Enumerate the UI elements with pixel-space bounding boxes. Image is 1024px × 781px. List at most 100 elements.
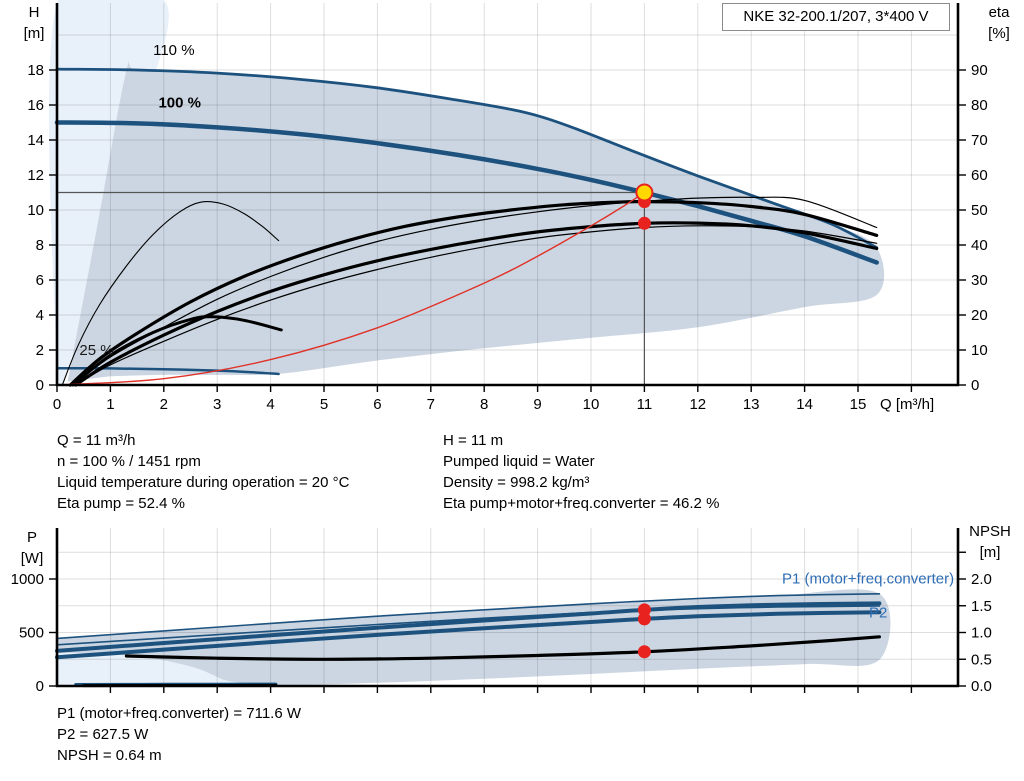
info-npsh: NPSH = 0.64 m: [57, 747, 162, 764]
npsh-axis-unit: NPSH [m]: [960, 521, 1020, 563]
eta-25-thick-arc: [71, 315, 283, 387]
x-tick-label: 1: [106, 396, 114, 413]
x-tick-label: 7: [427, 396, 435, 413]
right-tick-label: 80: [971, 97, 988, 114]
info-liquid-temp: Liquid temperature during operation = 20…: [57, 474, 350, 491]
eta-total-point[interactable]: [637, 216, 651, 230]
x-tick-label: 4: [266, 396, 274, 413]
head-flow-chart: 0 1 2 3 4 5 6 7 8 9 10 11 12 13 14 15024681012141618010…: [27, 0, 988, 413]
label-25-percent: 25 %: [79, 342, 113, 359]
power-left-wedge-fill: [57, 652, 249, 687]
right-tick-label: 20: [971, 307, 988, 324]
power-info-block: P1 (motor+freq.converter) = 711.6 W P2 =…: [57, 703, 301, 766]
head-axis-units: [m]: [23, 25, 45, 42]
info-flow: Q = 11 m³/h: [57, 432, 136, 449]
info-eta-pump: Eta pump = 52.4 %: [57, 495, 185, 512]
curve-25-percent: [55, 366, 280, 376]
p1-100-curve: [55, 601, 882, 653]
left-tick-label: 10: [27, 202, 44, 219]
system-curve: [56, 191, 646, 386]
right-tick-label: 60: [971, 167, 988, 184]
label-p1: P1 (motor+freq.converter): [782, 570, 954, 587]
right-tick-label: 30: [971, 272, 988, 289]
right-tick-label: 0.5: [971, 651, 992, 668]
right-tick-label: 2.0: [971, 571, 992, 588]
operating-envelope-fill: [67, 58, 885, 382]
right-tick-label: 40: [971, 237, 988, 254]
duty-info-left: Q = 11 m³/h n = 100 % / 1451 rpm Liquid …: [57, 430, 349, 514]
eta-25-thin-arc: [61, 201, 280, 386]
right-tick-label: 1.0: [971, 625, 992, 642]
npsh-axis-symbol: NPSH: [969, 523, 1011, 540]
x-tick-label: 12: [689, 396, 706, 413]
x-tick-label: 11: [637, 396, 653, 413]
left-tick-label: 6: [36, 272, 44, 289]
power-envelope-fill: [57, 589, 891, 687]
head-axis-unit: H [m]: [14, 2, 54, 44]
pump-title-box: NKE 32-200.1/207, 3*400 V: [722, 3, 950, 31]
right-tick-label: 70: [971, 132, 988, 149]
power-npsh-chart: 0 500 1000 0.0 0.5 1.0 1.5 2.0 P1 (motor+freq.co…: [11, 528, 992, 695]
right-tick-label: 10: [971, 342, 988, 359]
p1-110-curve: [56, 593, 881, 640]
curve-100-percent: [54, 120, 879, 265]
x-tick-label: 9: [533, 396, 541, 413]
duty-info-right: H = 11 m Pumped liquid = Water Density =…: [443, 430, 719, 514]
npsh-point[interactable]: [637, 645, 651, 659]
left-tick-label: 16: [27, 97, 44, 114]
right-tick-label: 90: [971, 62, 988, 79]
p2-110-curve: [56, 605, 881, 646]
left-tick-label: 4: [36, 307, 44, 324]
info-density: Density = 998.2 kg/m³: [443, 474, 590, 491]
npsh-axis-units: [m]: [979, 544, 1001, 561]
right-tick-label: 0: [971, 377, 979, 394]
info-speed: n = 100 % / 1451 rpm: [57, 453, 201, 470]
x-tick-label: 15: [850, 396, 867, 413]
p1-point[interactable]: [637, 603, 651, 617]
p2-point[interactable]: [637, 612, 651, 626]
eta-pump-110-curve: [72, 196, 878, 386]
eta-axis-unit: eta [%]: [976, 2, 1022, 44]
eta-axis-symbol: eta: [988, 4, 1010, 21]
power-axis-unit: P [W]: [10, 527, 54, 569]
left-tick-label: 14: [27, 132, 44, 149]
eta-total-110-curve: [75, 225, 878, 386]
curve-110-percent: [55, 67, 879, 249]
left-tick-label: 12: [27, 167, 44, 184]
flow-axis-label: Q [m³/h]: [880, 396, 935, 413]
info-p2: P2 = 627.5 W: [57, 726, 149, 743]
label-100-percent: 100 %: [158, 95, 201, 112]
p2-100-curve: [55, 610, 882, 660]
eta-pump-100-curve: [68, 199, 879, 387]
power-axis-symbol: P: [26, 529, 37, 546]
x-tick-label: 0: [53, 396, 61, 413]
x-tick-label: 3: [213, 396, 221, 413]
eta-axis-units: [%]: [988, 25, 1010, 42]
left-tick-label: 18: [27, 62, 44, 79]
pump-title: NKE 32-200.1/207, 3*400 V: [743, 8, 929, 25]
npsh-curve: [124, 635, 881, 661]
info-p1: P1 (motor+freq.converter) = 711.6 W: [57, 705, 301, 722]
left-tick-label: 1000: [11, 571, 44, 588]
label-110-percent: 110 %: [153, 42, 194, 59]
power-axis-units: [W]: [20, 550, 44, 567]
duty-point[interactable]: [635, 183, 654, 202]
eta-total-100-curve: [74, 221, 879, 387]
left-tick-label: 8: [36, 237, 44, 254]
x-tick-label: 13: [743, 396, 760, 413]
info-eta-total: Eta pump+motor+freq.converter = 46.2 %: [443, 495, 720, 512]
x-tick-label: 14: [796, 396, 813, 413]
right-tick-label: 50: [971, 202, 988, 219]
head-axis-symbol: H: [28, 4, 40, 21]
right-tick-label: 0.0: [971, 678, 992, 695]
left-tick-label: 0: [36, 678, 44, 695]
label-p2: P2: [869, 605, 887, 622]
x-tick-label: 8: [480, 396, 488, 413]
left-tick-label: 2: [36, 342, 44, 359]
info-pumped-liquid: Pumped liquid = Water: [443, 453, 595, 470]
x-tick-label: 2: [160, 396, 168, 413]
x-tick-label: 10: [583, 396, 600, 413]
x-tick-label: 5: [320, 396, 328, 413]
